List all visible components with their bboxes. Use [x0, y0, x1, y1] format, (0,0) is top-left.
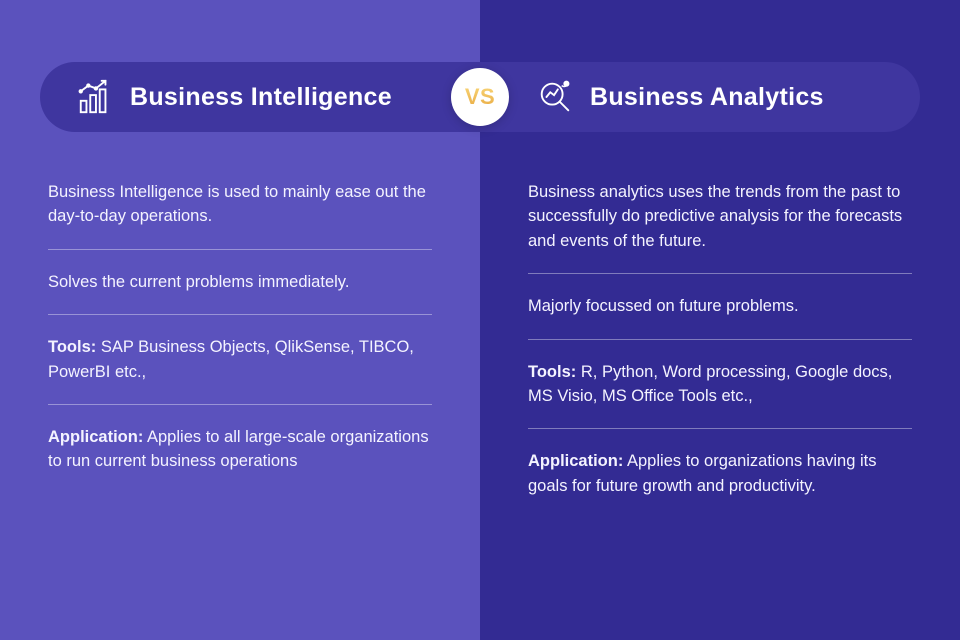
- magnify-analytics-icon: [536, 78, 574, 116]
- left-point-4: Application: Applies to all large-scale …: [48, 425, 432, 494]
- left-point-3: Tools: SAP Business Objects, QlikSense, …: [48, 335, 432, 405]
- header-left: Business Intelligence: [40, 78, 480, 116]
- left-point-4-label: Application:: [48, 428, 143, 446]
- right-point-3: Tools: R, Python, Word processing, Googl…: [528, 360, 912, 430]
- right-point-1: Business analytics uses the trends from …: [528, 180, 912, 274]
- right-point-3-label: Tools:: [528, 363, 576, 381]
- left-point-1: Business Intelligence is used to mainly …: [48, 180, 432, 250]
- vs-badge: VS: [451, 68, 509, 126]
- left-point-2: Solves the current problems immediately.: [48, 270, 432, 315]
- right-point-2-text: Majorly focussed on future problems.: [528, 297, 799, 315]
- bar-chart-growth-icon: [76, 78, 114, 116]
- right-point-4-label: Application:: [528, 452, 623, 470]
- header-right: Business Analytics: [480, 78, 920, 116]
- left-point-3-label: Tools:: [48, 338, 96, 356]
- right-point-2: Majorly focussed on future problems.: [528, 294, 912, 339]
- vs-label: VS: [465, 84, 495, 110]
- right-title: Business Analytics: [590, 83, 824, 112]
- right-point-4: Application: Applies to organizations ha…: [528, 449, 912, 518]
- header-pill: Business Intelligence Business Analytics…: [40, 62, 920, 132]
- left-title: Business Intelligence: [130, 83, 392, 112]
- left-point-2-text: Solves the current problems immediately.: [48, 273, 349, 291]
- right-point-1-text: Business analytics uses the trends from …: [528, 183, 902, 250]
- left-point-1-text: Business Intelligence is used to mainly …: [48, 183, 426, 225]
- left-point-3-text: SAP Business Objects, QlikSense, TIBCO, …: [48, 338, 414, 380]
- right-point-3-text: R, Python, Word processing, Google docs,…: [528, 363, 892, 405]
